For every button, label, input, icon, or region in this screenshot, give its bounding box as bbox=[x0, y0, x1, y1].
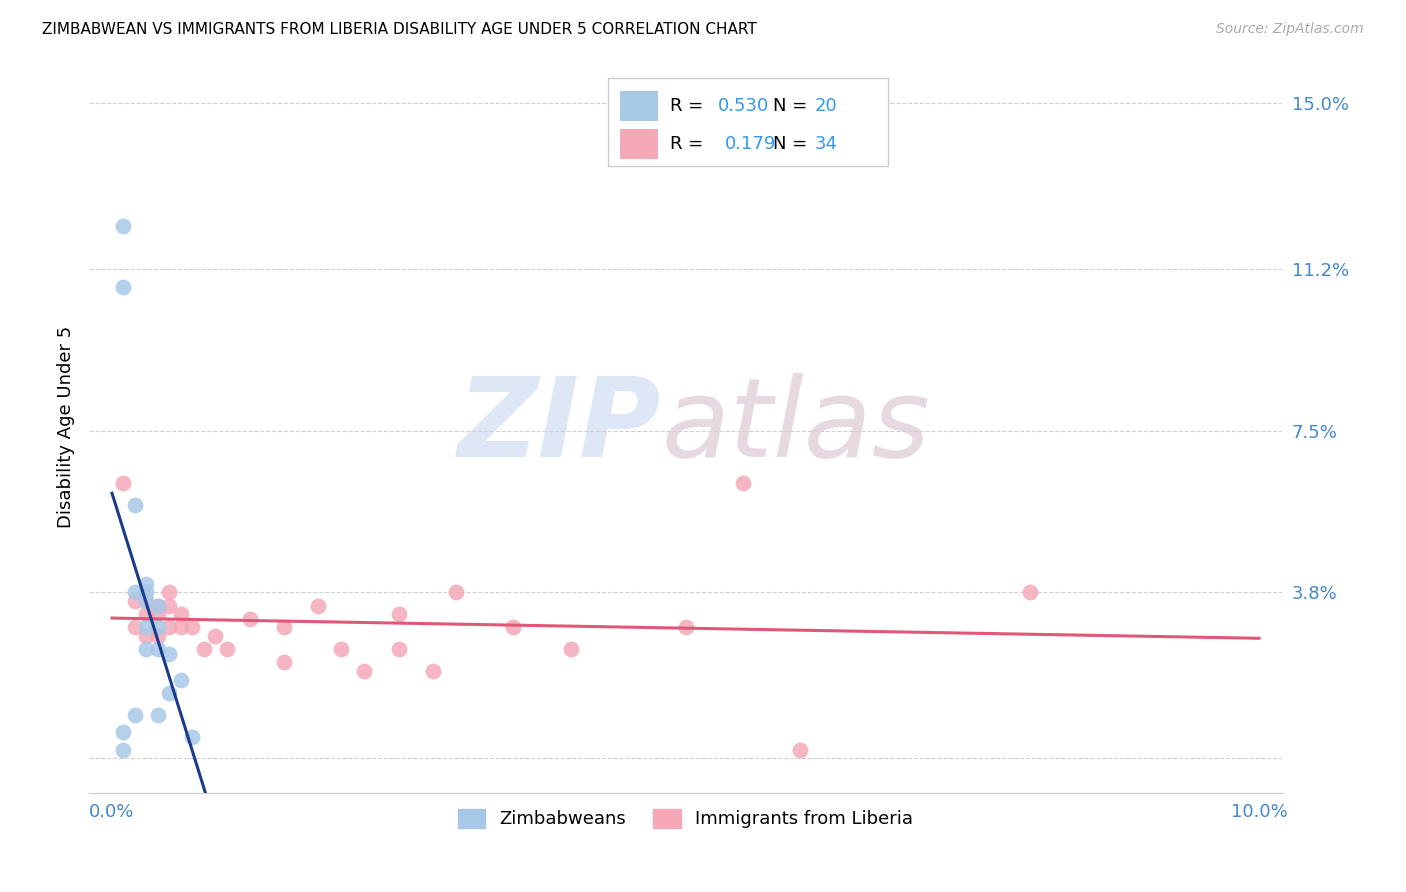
Text: ZIP: ZIP bbox=[458, 373, 662, 480]
Point bbox=[112, 476, 135, 491]
Point bbox=[146, 599, 169, 613]
Point bbox=[444, 585, 467, 599]
Point bbox=[157, 620, 180, 634]
Text: R =: R = bbox=[671, 97, 709, 115]
Point bbox=[330, 642, 353, 657]
Point bbox=[170, 607, 193, 622]
Point bbox=[146, 642, 169, 657]
Point bbox=[204, 629, 226, 643]
Point bbox=[135, 607, 157, 622]
Point bbox=[181, 730, 204, 744]
Point bbox=[146, 620, 169, 634]
Point bbox=[215, 642, 238, 657]
Point bbox=[135, 642, 157, 657]
Point bbox=[112, 725, 135, 739]
Text: 0.179: 0.179 bbox=[725, 135, 776, 153]
Point bbox=[146, 607, 169, 622]
Point bbox=[1018, 585, 1040, 599]
Point bbox=[112, 279, 135, 293]
Point bbox=[353, 664, 375, 678]
Point bbox=[731, 476, 754, 491]
Text: N =: N = bbox=[773, 97, 813, 115]
Point bbox=[170, 673, 193, 687]
Text: 34: 34 bbox=[814, 135, 838, 153]
Text: R =: R = bbox=[671, 135, 714, 153]
Point bbox=[146, 629, 169, 643]
Point bbox=[157, 686, 180, 700]
Point bbox=[181, 620, 204, 634]
Text: 0.530: 0.530 bbox=[717, 97, 769, 115]
Point bbox=[112, 742, 135, 756]
Text: 20: 20 bbox=[814, 97, 837, 115]
Point bbox=[146, 707, 169, 722]
Point bbox=[112, 219, 135, 233]
Bar bbox=[620, 92, 658, 120]
Point bbox=[157, 647, 180, 661]
Point bbox=[560, 642, 582, 657]
Point bbox=[135, 585, 157, 599]
Bar bbox=[607, 78, 889, 166]
Point bbox=[157, 585, 180, 599]
Point bbox=[135, 594, 157, 608]
Point bbox=[135, 576, 157, 591]
Point bbox=[124, 707, 146, 722]
Point bbox=[239, 612, 262, 626]
Text: ZIMBABWEAN VS IMMIGRANTS FROM LIBERIA DISABILITY AGE UNDER 5 CORRELATION CHART: ZIMBABWEAN VS IMMIGRANTS FROM LIBERIA DI… bbox=[42, 22, 756, 37]
Point bbox=[308, 599, 330, 613]
Point bbox=[124, 620, 146, 634]
Point bbox=[502, 620, 524, 634]
Point bbox=[135, 594, 157, 608]
Point bbox=[273, 620, 295, 634]
Point bbox=[273, 656, 295, 670]
Point bbox=[124, 498, 146, 512]
Point bbox=[146, 599, 169, 613]
Legend: Zimbabweans, Immigrants from Liberia: Zimbabweans, Immigrants from Liberia bbox=[451, 802, 920, 836]
Point bbox=[135, 620, 157, 634]
Point bbox=[675, 620, 697, 634]
Point bbox=[388, 607, 411, 622]
Text: atlas: atlas bbox=[662, 373, 931, 480]
Point bbox=[388, 642, 411, 657]
Bar bbox=[620, 129, 658, 159]
Point bbox=[124, 585, 146, 599]
Text: Source: ZipAtlas.com: Source: ZipAtlas.com bbox=[1216, 22, 1364, 37]
Text: N =: N = bbox=[773, 135, 813, 153]
Point bbox=[157, 599, 180, 613]
Point bbox=[135, 629, 157, 643]
Point bbox=[422, 664, 444, 678]
Point bbox=[124, 594, 146, 608]
Y-axis label: Disability Age Under 5: Disability Age Under 5 bbox=[58, 326, 75, 527]
Point bbox=[789, 742, 811, 756]
Point bbox=[170, 620, 193, 634]
Point bbox=[193, 642, 215, 657]
